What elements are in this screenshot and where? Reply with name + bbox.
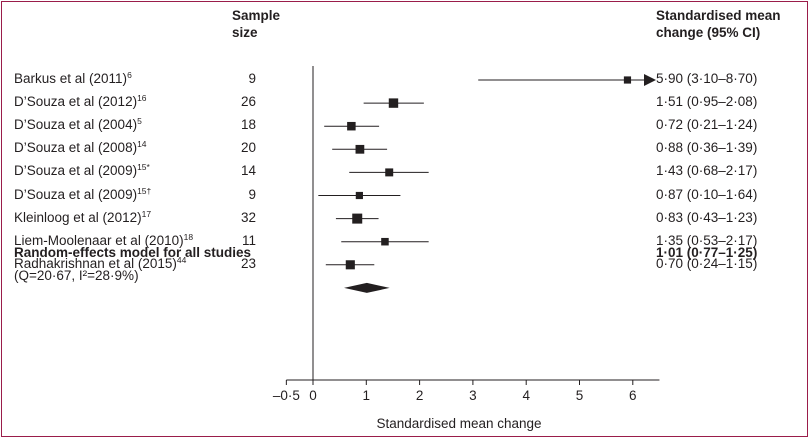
study-reference: 18 (183, 231, 194, 242)
study-label: Barkus et al (2011)6 (14, 70, 132, 86)
point-estimate (347, 121, 356, 131)
x-tick-label: –0·5 (273, 388, 300, 403)
point-estimate (352, 213, 363, 224)
truncation-arrow (644, 74, 656, 86)
x-tick-label: 3 (469, 388, 477, 403)
study-label: D’Souza et al (2004)5 (14, 116, 142, 133)
point-estimate (355, 144, 365, 154)
study-sample-size: 18 (240, 117, 256, 133)
x-tick-label: 4 (522, 388, 530, 403)
study-label: D’Souza et al (2009)15* (14, 162, 150, 179)
study-reference: 14 (137, 139, 147, 150)
study-label: D’Souza et al (2008)14 (14, 139, 147, 156)
study-sample-size: 9 (248, 186, 256, 202)
study-reference: 5 (137, 116, 142, 127)
point-estimate (355, 191, 363, 200)
study-ci-text: 5·90 (3·10–8·70) (656, 71, 758, 86)
x-tick-label: 2 (416, 388, 424, 403)
study-label: Radhakrishnan et al (2015)44 (14, 254, 187, 271)
study-reference: 16 (137, 93, 147, 104)
study-reference: 15† (137, 185, 152, 196)
study-ci-text: 0·70 (0·24–1·15) (656, 255, 758, 271)
study-ci-text: 0·83 (0·43–1·23) (656, 209, 758, 225)
x-tick-label: 0 (309, 388, 317, 403)
study-sample-size: 32 (240, 209, 256, 225)
point-estimate (623, 76, 632, 84)
study-ci-text: 0·88 (0·36–1·39) (656, 140, 758, 156)
study-sample-size: 9 (248, 71, 256, 86)
study-reference: 17 (141, 208, 152, 219)
x-axis: –0·5 0 1 2 3 4 5 6 (273, 379, 660, 403)
x-tick-label: 5 (576, 388, 584, 403)
study-sample-size: 11 (241, 232, 256, 248)
study-ci-text: 1·51 (0·95–2·08) (656, 94, 758, 110)
study-sample-size: 20 (240, 140, 256, 156)
study-sample-size: 14 (240, 163, 256, 179)
heterogeneity-text: (Q=20·67, I²=28·9%) (14, 268, 139, 283)
point-estimate (381, 237, 389, 246)
study-reference: 6 (127, 70, 132, 80)
point-estimate (388, 98, 399, 108)
study-label: Liem-Moolenaar et al (2010)18 (14, 231, 194, 248)
x-axis-label: Standardised mean change (376, 416, 541, 431)
smc-header-line2: change (95% CI) (656, 25, 761, 40)
study-sample-size: 23 (240, 255, 256, 271)
sample-size-header-line1: Sample (232, 8, 281, 23)
smc-header-line1: Standardised mean (656, 8, 781, 23)
x-tick-label: 6 (629, 388, 637, 403)
x-tick-label: 1 (363, 388, 371, 403)
study-ci-text: 0·87 (0·10–1·64) (656, 186, 758, 202)
study-sample-size: 26 (240, 94, 256, 110)
sample-size-header-line2: size (232, 25, 258, 40)
pooled-diamond (344, 282, 390, 293)
point-estimate (385, 168, 394, 177)
pooled-ci-text: 1·01 (0·77–1·25) (656, 245, 758, 260)
study-label: D’Souza et al (2012)16 (14, 93, 147, 110)
study-ci-text: 1·35 (0·53–2·17) (656, 232, 758, 248)
pooled-label: Random-effects model for all studies (14, 245, 252, 260)
study-ci-text: 1·43 (0·68–2·17) (656, 163, 758, 179)
study-label: D’Souza et al (2009)15† (14, 185, 152, 202)
study-label: Kleinloog et al (2012)17 (14, 208, 152, 225)
study-reference: 44 (176, 254, 187, 265)
point-estimate (345, 260, 355, 270)
study-ci-text: 0·72 (0·21–1·24) (656, 117, 758, 133)
study-reference: 15* (137, 162, 150, 173)
